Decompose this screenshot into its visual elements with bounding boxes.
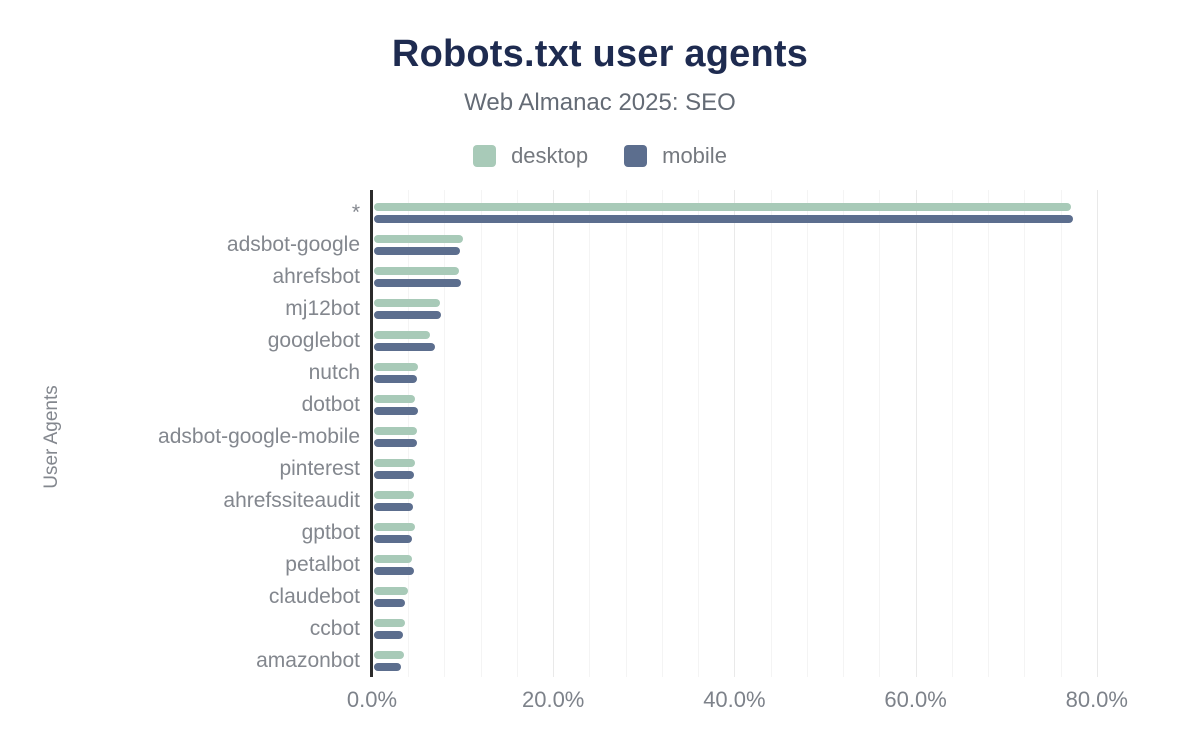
x-tick-label: 60.0% (884, 687, 947, 712)
bar-mobile-googlebot (374, 343, 435, 351)
bar-mobile-ahrefsbot (374, 279, 461, 287)
bar-mobile-ccbot (374, 631, 403, 639)
y-tick-label: dotbot (301, 393, 360, 416)
x-tick-label: 0.0% (346, 687, 398, 712)
bar-mobile-ahrefssiteaudit (374, 503, 413, 511)
legend-swatch-mobile (624, 145, 648, 167)
chart-title: Robots.txt user agents (391, 33, 809, 75)
gridline-minor (843, 190, 845, 677)
y-tick-label: ccbot (309, 617, 360, 640)
legend-item-desktop: desktop (473, 143, 588, 169)
bar-mobile-- (374, 215, 1073, 223)
gridline-minor (661, 190, 663, 677)
y-tick-label: pinterest (279, 457, 360, 480)
gridline-minor (1060, 190, 1062, 677)
gridline-minor (516, 190, 518, 677)
gridline-major (553, 190, 555, 677)
gridline-minor (988, 190, 990, 677)
gridline-major (915, 190, 917, 677)
x-axis-labels: 0.0% 20.0% 40.0% 60.0% 80.0% (347, 687, 1128, 717)
bar-desktop-dotbot (374, 395, 415, 403)
bar-desktop-adsbot-google-mobile (374, 427, 417, 435)
plot-area (370, 190, 1115, 677)
bar-desktop-ahrefsbot (374, 267, 459, 275)
x-tick-label: 80.0% (1065, 687, 1128, 712)
chart-subtitle: Web Almanac 2025: SEO (464, 89, 736, 116)
bar-desktop-adsbot-google (374, 235, 463, 243)
bar-mobile-claudebot (374, 599, 405, 607)
bar-mobile-adsbot-google-mobile (374, 439, 417, 447)
bar-desktop-petalbot (374, 555, 412, 563)
bar-mobile-pinterest (374, 471, 414, 479)
legend-label-desktop: desktop (511, 143, 589, 168)
y-tick-label: gptbot (301, 521, 360, 544)
bar-desktop-pinterest (374, 459, 415, 467)
gridline-minor (951, 190, 953, 677)
y-tick-label: * (351, 201, 360, 224)
legend-label-mobile: mobile (662, 143, 727, 168)
y-tick-label: adsbot-google-mobile (158, 425, 360, 448)
gridline-minor (770, 190, 772, 677)
bar-desktop-googlebot (374, 331, 430, 339)
y-tick-label: ahrefsbot (272, 265, 360, 288)
bar-desktop-amazonbot (374, 651, 404, 659)
y-tick-label: nutch (308, 361, 360, 384)
gridline-major (1096, 190, 1098, 677)
bars-layer (374, 197, 1115, 677)
bar-mobile-petalbot (374, 567, 414, 575)
y-tick-label: petalbot (285, 553, 360, 576)
bar-mobile-mj12bot (374, 311, 441, 319)
bar-mobile-nutch (374, 375, 417, 383)
gridline-minor (879, 190, 881, 677)
bar-desktop-mj12bot (374, 299, 440, 307)
legend-swatch-desktop (473, 145, 497, 167)
legend-item-mobile: mobile (624, 143, 727, 169)
y-tick-label: ahrefssiteaudit (223, 489, 360, 512)
bar-desktop-gptbot (374, 523, 415, 531)
y-tick-label: amazonbot (256, 649, 360, 672)
y-tick-label: claudebot (268, 585, 360, 608)
x-tick-label: 40.0% (703, 687, 766, 712)
legend: desktop mobile (0, 143, 1200, 169)
y-tick-label: adsbot-google (226, 233, 360, 256)
gridline-minor (806, 190, 808, 677)
x-tick-label: 20.0% (521, 687, 585, 712)
bar-desktop-ccbot (374, 619, 405, 627)
gridline-minor (444, 190, 446, 677)
bar-desktop-nutch (374, 363, 418, 371)
y-tick-label: mj12bot (285, 297, 360, 320)
bar-desktop-- (374, 203, 1071, 211)
y-axis-line (370, 190, 373, 677)
gridline-minor (1024, 190, 1026, 677)
y-axis-labels: * adsbot-google ahrefsbot mj12bot googlebot n… (0, 197, 360, 677)
gridline-minor (589, 190, 591, 677)
bar-mobile-dotbot (374, 407, 418, 415)
gridline-minor (625, 190, 627, 677)
bar-mobile-adsbot-google (374, 247, 460, 255)
bar-desktop-claudebot (374, 587, 408, 595)
bar-desktop-ahrefssiteaudit (374, 491, 414, 499)
gridline-major (734, 190, 736, 677)
y-tick-label: googlebot (267, 329, 360, 352)
gridline-minor (480, 190, 482, 677)
bar-mobile-gptbot (374, 535, 412, 543)
bar-mobile-amazonbot (374, 663, 401, 671)
gridline-minor (698, 190, 700, 677)
